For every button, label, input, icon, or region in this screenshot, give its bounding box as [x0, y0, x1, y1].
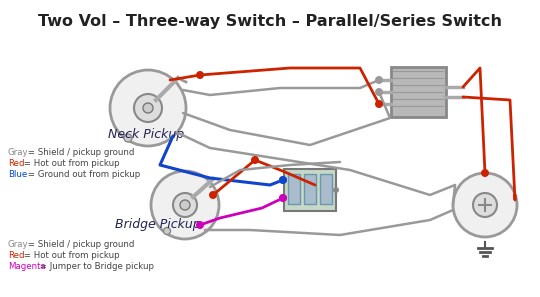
Circle shape	[473, 193, 497, 217]
Circle shape	[124, 134, 132, 142]
Text: = Ground out from pickup: = Ground out from pickup	[25, 170, 140, 179]
Circle shape	[251, 156, 259, 164]
Circle shape	[453, 173, 517, 237]
Circle shape	[279, 176, 287, 184]
Text: = Hot out from pickup: = Hot out from pickup	[21, 159, 119, 168]
Circle shape	[375, 76, 383, 84]
Bar	[304, 174, 316, 204]
Text: Gray: Gray	[8, 148, 29, 157]
Circle shape	[180, 200, 190, 210]
Circle shape	[196, 221, 204, 229]
Circle shape	[279, 194, 287, 202]
Circle shape	[143, 103, 153, 113]
Text: Bridge Pickup: Bridge Pickup	[115, 218, 201, 231]
Circle shape	[375, 88, 383, 96]
Circle shape	[151, 171, 219, 239]
Bar	[320, 174, 332, 204]
Circle shape	[164, 228, 171, 235]
Text: Red: Red	[8, 251, 24, 260]
Text: Neck Pickup: Neck Pickup	[108, 128, 184, 141]
Bar	[284, 169, 336, 211]
Circle shape	[333, 187, 339, 193]
Circle shape	[209, 191, 217, 199]
Circle shape	[375, 100, 383, 108]
Text: = Shield / pickup ground: = Shield / pickup ground	[25, 148, 134, 157]
Circle shape	[279, 176, 287, 184]
Text: = Hot out from pickup: = Hot out from pickup	[21, 251, 119, 260]
Text: = Shield / pickup ground: = Shield / pickup ground	[25, 240, 134, 249]
Text: Two Vol – Three-way Switch – Parallel/Series Switch: Two Vol – Three-way Switch – Parallel/Se…	[38, 14, 502, 29]
Text: = Jumper to Bridge pickup: = Jumper to Bridge pickup	[37, 262, 154, 271]
Text: Gray: Gray	[8, 240, 29, 249]
Circle shape	[110, 70, 186, 146]
Circle shape	[279, 194, 287, 202]
Circle shape	[196, 71, 204, 79]
Circle shape	[173, 193, 197, 217]
Text: Red: Red	[8, 159, 24, 168]
Circle shape	[134, 94, 162, 122]
Bar	[288, 174, 300, 204]
Circle shape	[481, 169, 489, 177]
Text: Magenta: Magenta	[8, 262, 46, 271]
Text: Blue: Blue	[8, 170, 27, 179]
Bar	[391, 67, 446, 117]
